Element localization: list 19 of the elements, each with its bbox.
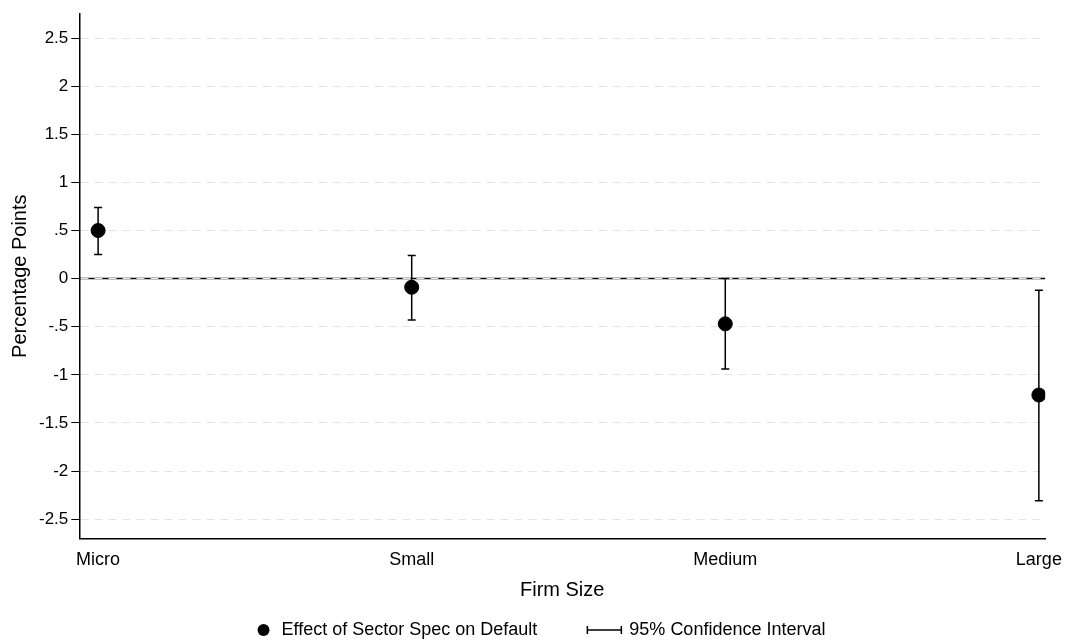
y-tick-label: 2.5 (44, 27, 69, 47)
x-tick-label: Medium (693, 549, 758, 570)
y-tick-label: -1.5 (39, 412, 69, 432)
x-axis-title: Firm Size (519, 577, 605, 600)
x-tick-label: Large (1015, 549, 1062, 570)
y-tick-label: -2 (53, 460, 69, 480)
y-tick-label: 1.5 (44, 123, 69, 143)
y-tick-label: -2.5 (39, 508, 69, 528)
text: 95% Confidence Interval (629, 618, 826, 639)
y-tick-label: -1 (53, 364, 69, 384)
y-tick-label: 2 (58, 75, 69, 95)
y-tick-label: 0 (58, 268, 69, 288)
y-tick-label: -.5 (48, 316, 69, 336)
y-tick-label: .5 (54, 220, 69, 240)
x-tick-label: Small (389, 549, 435, 570)
x-tick-label: Micro (76, 549, 121, 570)
y-axis-title: Percentage Points (7, 194, 30, 358)
y-tick-label: 1 (58, 172, 69, 192)
legend-label: Effect of Sector Spec on Default (281, 618, 538, 639)
